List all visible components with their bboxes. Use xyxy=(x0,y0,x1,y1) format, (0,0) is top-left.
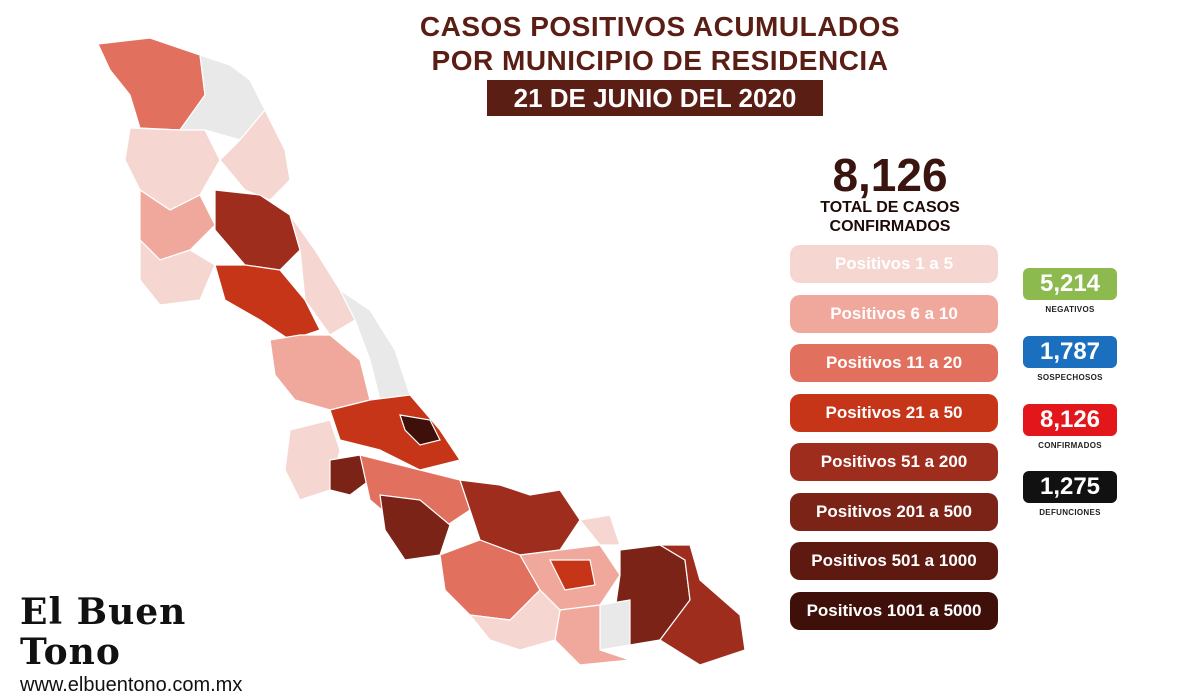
stat-sospechosos: 1,787 SOSPECHOSOS xyxy=(1020,336,1120,382)
stat-defunciones: 1,275 DEFUNCIONES xyxy=(1020,471,1120,517)
legend-item-501-1000: Positivos 501 a 1000 xyxy=(790,542,998,580)
brand-url: www.elbuentono.com.mx xyxy=(20,674,243,696)
total-label-line-1: TOTAL DE CASOS xyxy=(820,199,960,216)
legend-item-1-5: Positivos 1 a 5 xyxy=(790,245,998,283)
stat-confirmados: 8,126 CONFIRMADOS xyxy=(1020,404,1120,450)
map-region xyxy=(139,238,216,306)
title-line-1: CASOS POSITIVOS ACUMULADOS xyxy=(419,11,901,42)
map-region xyxy=(399,414,441,446)
map-region xyxy=(289,214,356,336)
stat-value: 8,126 xyxy=(1023,404,1117,436)
stat-label: SOSPECHOSOS xyxy=(1037,373,1103,382)
legend-item-11-20: Positivos 11 a 20 xyxy=(790,344,998,382)
map-region xyxy=(214,264,321,341)
map-region xyxy=(599,599,631,651)
map-region xyxy=(329,394,461,471)
legend-item-21-50: Positivos 21 a 50 xyxy=(790,393,998,432)
stat-value: 5,214 xyxy=(1023,268,1117,300)
map-region xyxy=(549,559,596,591)
map-title: CASOS POSITIVOS ACUMULADOS POR MUNICIPIO… xyxy=(330,10,990,78)
stat-label: DEFUNCIONES xyxy=(1039,508,1101,517)
map-region xyxy=(578,514,621,546)
stat-negativos: 5,214 NEGATIVOS xyxy=(1020,268,1120,314)
stat-label: NEGATIVOS xyxy=(1045,305,1095,314)
brand-logo: El Buen Tono www.elbuentono.com.mx xyxy=(20,592,290,697)
total-cases-value: 8,126 xyxy=(832,149,948,201)
veracruz-municipalities-map xyxy=(97,37,746,666)
map-region xyxy=(657,544,746,666)
map-region xyxy=(214,189,301,271)
map-region xyxy=(459,479,581,556)
total-label-line-2: CONFIRMADOS xyxy=(829,218,951,235)
legend-item-51-200: Positivos 51 a 200 xyxy=(790,443,998,481)
legend-item-201-500: Positivos 201 a 500 xyxy=(790,492,998,531)
title-line-2: POR MUNICIPIO DE RESIDENCIA xyxy=(431,45,889,76)
stat-value: 1,787 xyxy=(1023,336,1117,368)
stat-value: 1,275 xyxy=(1023,471,1117,503)
map-region xyxy=(329,454,371,496)
map-region xyxy=(97,37,206,131)
map-legend: Positivos 1 a 5 Positivos 6 a 10 Positiv… xyxy=(790,245,998,641)
map-region xyxy=(468,589,561,651)
total-cases-label: TOTAL DE CASOS CONFIRMADOS xyxy=(790,198,990,236)
date-banner: 21 DE JUNIO DEL 2020 xyxy=(487,80,823,116)
legend-item-6-10: Positivos 6 a 10 xyxy=(790,294,998,333)
map-region xyxy=(269,334,371,411)
map-region xyxy=(219,108,291,201)
map-region xyxy=(124,127,221,211)
stat-label: CONFIRMADOS xyxy=(1038,441,1102,450)
legend-item-1001-5000: Positivos 1001 a 5000 xyxy=(790,591,998,630)
brand-name: El Buen Tono xyxy=(20,591,187,673)
